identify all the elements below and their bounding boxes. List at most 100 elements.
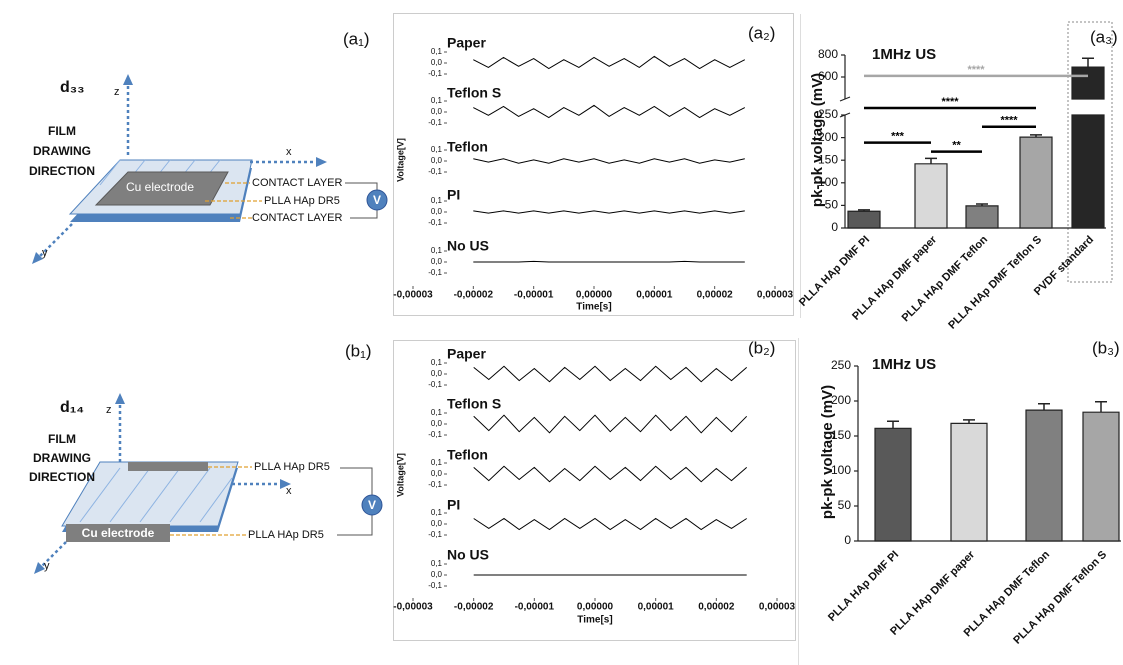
- y-tick-label: 0,0: [431, 207, 443, 216]
- series-name: Paper: [447, 35, 486, 51]
- series-name: No US: [447, 238, 489, 254]
- y-tick-label: 0,0: [431, 469, 443, 478]
- x-tick-label: 0,00000: [577, 602, 614, 613]
- panel-label: (b₂): [748, 338, 775, 357]
- axis-label: y: [44, 560, 50, 572]
- significance-label: ***: [891, 130, 905, 142]
- x-tick-label: -0,00003: [393, 602, 433, 613]
- bar: [875, 428, 911, 541]
- figure: V (a₁) d₃₃ z x y FILM DRAWING DIRECTION …: [0, 0, 1123, 665]
- y-tick-label: 0,0: [431, 369, 443, 378]
- x-tick-label: 0,00002: [698, 602, 735, 613]
- panel-label: (b₃): [1092, 338, 1120, 357]
- y-tick-label: 0,0: [431, 107, 443, 116]
- x-tick-label: -0,00001: [514, 290, 554, 301]
- layer-label: CONTACT LAYER: [252, 212, 343, 224]
- y-tick-label: -0,1: [428, 581, 442, 590]
- direction-label: DRAWING: [33, 144, 91, 158]
- y-tick-label: 0: [831, 220, 838, 234]
- y-tick-label: -0,1: [428, 118, 442, 127]
- panel-label: (a₃): [1090, 27, 1118, 46]
- x-tick-label: 0,00003: [759, 602, 796, 613]
- y-tick-label: -0,1: [428, 218, 442, 227]
- y-tick-label: 800: [818, 47, 838, 61]
- bar: [966, 206, 998, 228]
- significance-label: ****: [941, 96, 959, 108]
- x-tick-label: -0,00002: [454, 602, 494, 613]
- series-name: Paper: [447, 346, 486, 362]
- axis-label: x: [286, 146, 292, 158]
- layer-label: PLLA HAp DR5: [254, 461, 330, 473]
- axis-label: x: [286, 485, 292, 497]
- y-tick-label: 0,1: [431, 408, 443, 417]
- y-tick-label: 0,0: [431, 58, 443, 67]
- direction-label: FILM: [48, 432, 76, 446]
- direction-label: DRAWING: [33, 451, 91, 465]
- y-tick-label: -0,1: [428, 530, 442, 539]
- panel-label: (b₁): [345, 341, 372, 360]
- y-tick-label: 0,1: [431, 246, 443, 255]
- x-tick-label: 0,00001: [636, 290, 673, 301]
- electrode: [128, 462, 208, 471]
- bar: [1026, 410, 1062, 541]
- y-tick-label: 250: [831, 358, 851, 372]
- y-tick-label: 0,1: [431, 508, 443, 517]
- y-tick-label: 600: [818, 69, 838, 83]
- bar: [1083, 412, 1119, 541]
- y-tick-label: 0,0: [431, 156, 443, 165]
- panel-label: (a₂): [748, 23, 775, 42]
- y-tick-label: -0,1: [428, 430, 442, 439]
- direction-label: DIRECTION: [29, 164, 95, 178]
- y-tick-label: 0,0: [431, 419, 443, 428]
- electrode-label: Cu electrode: [82, 526, 155, 540]
- y-tick-label: 50: [825, 198, 839, 212]
- significance-label: ****: [967, 64, 985, 76]
- axis-label: y: [42, 247, 48, 259]
- y-tick-label: -0,1: [428, 268, 442, 277]
- y-tick-label: 0,0: [431, 257, 443, 266]
- bar: [1072, 67, 1104, 228]
- significance-label: ****: [1000, 115, 1018, 127]
- bar: [951, 423, 987, 541]
- y-tick-label: 200: [818, 130, 838, 144]
- x-tick-label: 0,00002: [697, 290, 734, 301]
- panel-label: (a₁): [343, 29, 370, 48]
- y-tick-label: 0,1: [431, 559, 443, 568]
- y-tick-label: -0,1: [428, 69, 442, 78]
- series-name: Teflon: [447, 447, 488, 463]
- bar: [915, 164, 947, 228]
- y-tick-label: 100: [831, 463, 851, 477]
- y-tick-label: 50: [838, 498, 852, 512]
- y-tick-label: -0,1: [428, 380, 442, 389]
- y-tick-label: 0: [844, 533, 851, 547]
- y-tick-label: 0,1: [431, 358, 443, 367]
- axis-label: z: [106, 404, 112, 416]
- layer-label: CONTACT LAYER: [252, 177, 343, 189]
- y-tick-label: 0,1: [431, 47, 443, 56]
- layer-label: PLLA HAp DR5: [248, 529, 324, 541]
- y-tick-label: 150: [831, 428, 851, 442]
- x-tick-label: 0,00001: [638, 602, 675, 613]
- x-tick-label: 0,00000: [576, 290, 613, 301]
- direction-label: FILM: [48, 124, 76, 138]
- y-tick-label: 0,1: [431, 458, 443, 467]
- chart-title: 1MHz US: [872, 356, 936, 373]
- y-tick-label: 0,1: [431, 145, 443, 154]
- voltmeter-label: V: [368, 498, 376, 512]
- significance-label: **: [952, 140, 961, 152]
- bar: [1020, 137, 1052, 228]
- voltmeter-label: V: [373, 193, 381, 207]
- direction-label: DIRECTION: [29, 470, 95, 484]
- y-tick-label: 0,0: [431, 570, 443, 579]
- y-tick-label: 0,1: [431, 196, 443, 205]
- series-name: Teflon: [447, 139, 488, 155]
- axis-label: z: [114, 86, 120, 98]
- y-tick-label: 200: [831, 393, 851, 407]
- series-name: Teflon S: [447, 396, 501, 412]
- x-axis-title: Time[s]: [577, 615, 612, 626]
- x-tick-label: -0,00001: [515, 602, 555, 613]
- layer-label: PLLA HAp DR5: [264, 195, 340, 207]
- x-tick-label: 0,00003: [757, 290, 794, 301]
- x-axis-title: Time[s]: [576, 302, 611, 313]
- y-tick-label: -0,1: [428, 167, 442, 176]
